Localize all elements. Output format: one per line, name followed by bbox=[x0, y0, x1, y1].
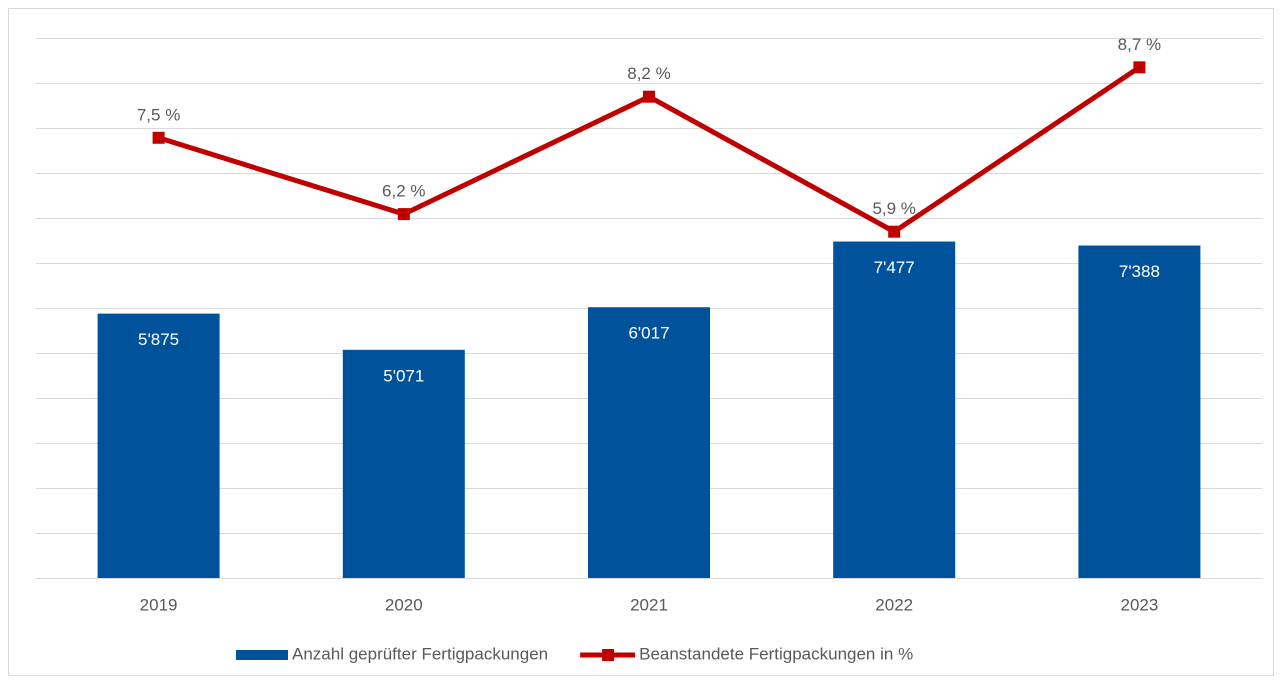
bar-value-label: 7'388 bbox=[1119, 262, 1160, 281]
bar-value-label: 6'017 bbox=[628, 324, 669, 343]
bar bbox=[97, 313, 220, 578]
x-tick-label: 2023 bbox=[1120, 595, 1158, 614]
line-marker bbox=[152, 131, 165, 144]
x-tick-label: 2021 bbox=[630, 595, 668, 614]
line-value-label: 5,9 % bbox=[872, 199, 915, 218]
line-value-label: 6,2 % bbox=[382, 182, 425, 201]
legend-label: Beanstandete Fertigpackungen in % bbox=[639, 644, 913, 663]
legend-marker bbox=[602, 649, 615, 661]
line-marker bbox=[1133, 61, 1146, 74]
legend-label: Anzahl geprüfter Fertigpackungen bbox=[292, 644, 548, 663]
x-tick-label: 2019 bbox=[140, 595, 178, 614]
bar bbox=[833, 241, 956, 578]
line-value-label: 7,5 % bbox=[137, 105, 180, 124]
bar bbox=[588, 307, 710, 578]
bar bbox=[1078, 245, 1201, 579]
x-tick-label: 2022 bbox=[875, 595, 913, 614]
legend-swatch bbox=[236, 650, 288, 660]
bar bbox=[342, 349, 465, 578]
line-marker bbox=[643, 90, 655, 103]
bar-value-label: 5'875 bbox=[138, 330, 179, 349]
line-value-label: 8,7 % bbox=[1118, 35, 1161, 54]
line-marker bbox=[397, 208, 410, 221]
bar-value-label: 7'477 bbox=[874, 258, 915, 277]
x-tick-label: 2020 bbox=[385, 595, 423, 614]
line-value-label: 8,2 % bbox=[627, 64, 670, 83]
bar-value-label: 5'071 bbox=[383, 366, 424, 385]
line-marker bbox=[888, 225, 901, 238]
